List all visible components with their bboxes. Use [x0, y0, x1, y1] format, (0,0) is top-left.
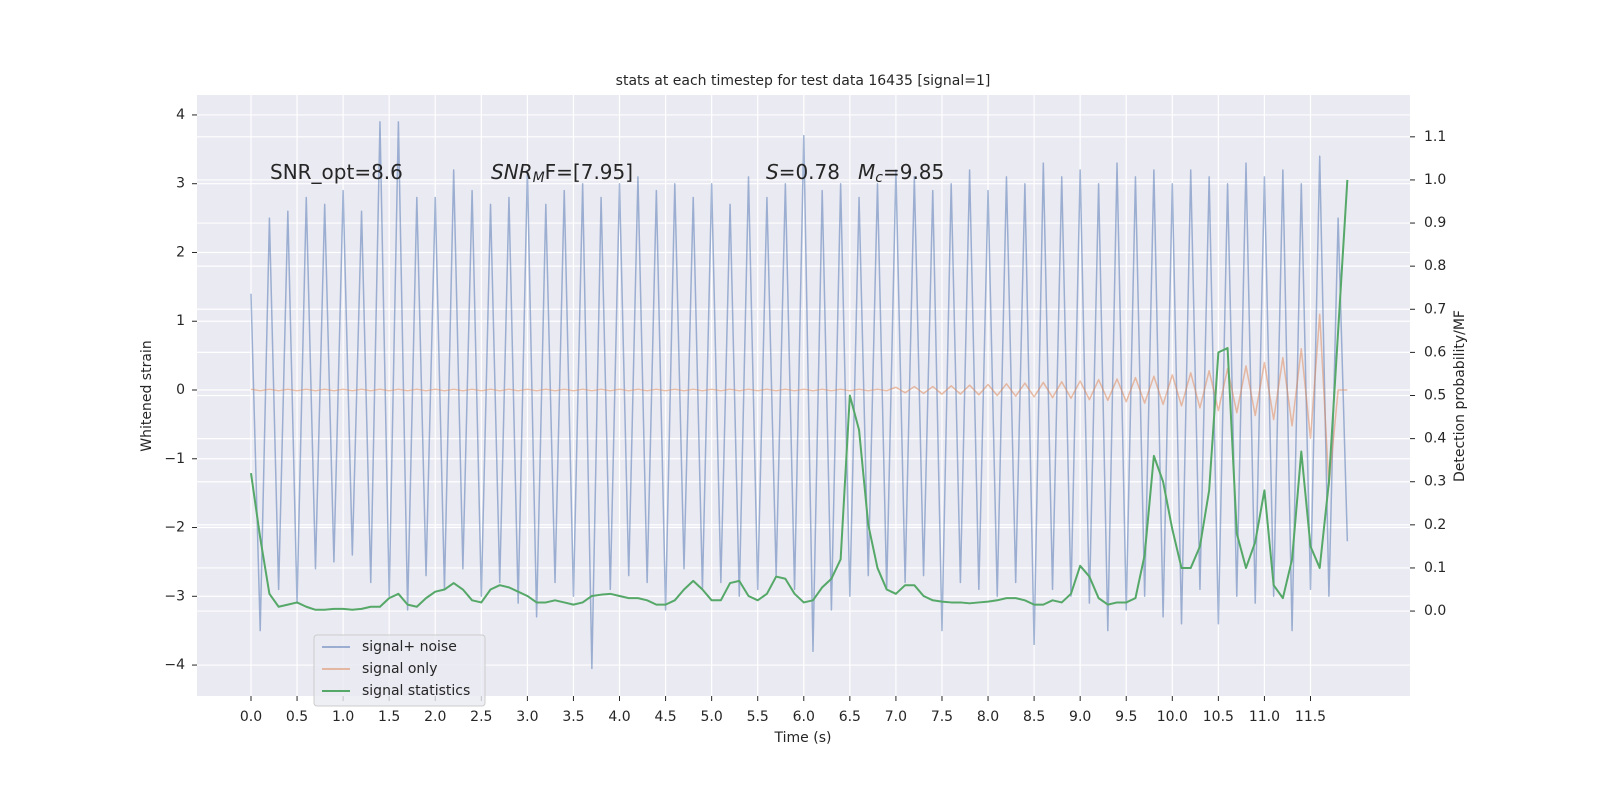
y2-tick-label: 0.8 [1424, 258, 1446, 274]
y-tick-label: −4 [164, 657, 185, 673]
y-tick-label: 2 [176, 244, 185, 260]
chart-title: stats at each timestep for test data 164… [616, 73, 991, 89]
y2-tick-label: 0.6 [1424, 344, 1446, 360]
y2-tick-label: 0.4 [1424, 431, 1446, 447]
series-line [250, 313, 1348, 488]
x-tick-label: 2.0 [424, 709, 446, 725]
legend-label: signal+ noise [362, 639, 457, 655]
annotation-italic: S [766, 160, 779, 184]
x-tick-label: 3.0 [516, 709, 538, 725]
y-tick-label: 3 [176, 176, 185, 192]
annotation-text: =9.85 [883, 160, 944, 184]
x-tick-label: 0.5 [286, 709, 308, 725]
y2-tick-label: 0.0 [1424, 603, 1446, 619]
x-tick-label: 1.0 [332, 709, 354, 725]
y2-tick-label: 1.0 [1424, 172, 1446, 188]
x-tick-label: 8.0 [977, 709, 999, 725]
annotation: SNRMF=[7.95] [491, 160, 633, 187]
y2-axis-label: Detection probability/MF [1452, 310, 1468, 482]
y-tick-label: −1 [164, 451, 185, 467]
series-line [250, 121, 1349, 670]
legend-label: signal only [362, 661, 437, 677]
series-layer [249, 121, 1349, 670]
x-tick-label: 5.0 [701, 709, 723, 725]
annotation: S=0.78 [766, 160, 840, 184]
x-tick-label: 9.0 [1069, 709, 1091, 725]
x-tick-label: 6.5 [839, 709, 861, 725]
annotation: Mc=9.85 [858, 160, 944, 187]
annotation-italic: SNR [491, 160, 533, 184]
x-tick-label: 3.5 [562, 709, 584, 725]
x-tick-label: 5.5 [747, 709, 769, 725]
legend-label: signal statistics [362, 683, 470, 699]
legend-box [313, 634, 486, 707]
annotation-text: =0.78 [779, 160, 840, 184]
y-tick-label: 0 [176, 382, 185, 398]
x-tick-label: 7.0 [885, 709, 907, 725]
annotation-text: F=[7.95] [545, 160, 633, 184]
y2-tick-label: 0.7 [1424, 301, 1446, 317]
annotation-italic: M [858, 160, 875, 184]
y2-tick-label: 0.2 [1424, 517, 1446, 533]
x-tick-label: 4.5 [654, 709, 676, 725]
x-axis-label: Time (s) [774, 730, 832, 746]
annotation: SNR_opt=8.6 [270, 160, 403, 184]
series-line [249, 179, 1349, 611]
annotation-subscript: M [533, 170, 545, 186]
x-tick-label: 8.5 [1023, 709, 1045, 725]
x-tick-label: 11.0 [1249, 709, 1280, 725]
y-tick-label: 1 [176, 313, 185, 329]
y2-tick-label: 0.5 [1424, 388, 1446, 404]
y2-tick-label: 0.1 [1424, 560, 1446, 576]
x-tick-label: 4.0 [608, 709, 630, 725]
x-tick-label: 2.5 [470, 709, 492, 725]
x-tick-label: 10.5 [1203, 709, 1234, 725]
legend: signal+ noise signal only signal statistic… [313, 634, 486, 707]
y2-tick-label: 0.3 [1424, 474, 1446, 490]
x-tick-label: 0.0 [240, 709, 262, 725]
x-tick-label: 6.0 [793, 709, 815, 725]
y-tick-label: −3 [164, 588, 185, 604]
x-tick-label: 10.0 [1157, 709, 1188, 725]
annotation-subscript: c [875, 170, 883, 186]
annotation-text: SNR_opt=8.6 [270, 160, 403, 184]
y-axis-label: Whitened strain [139, 340, 155, 451]
x-tick-label: 11.5 [1295, 709, 1326, 725]
x-tick-label: 7.5 [931, 709, 953, 725]
y-tick-label: 4 [176, 107, 185, 123]
y2-tick-label: 1.1 [1424, 129, 1446, 145]
y2-tick-label: 0.9 [1424, 215, 1446, 231]
x-tick-label: 1.5 [378, 709, 400, 725]
x-tick-label: 9.5 [1115, 709, 1137, 725]
y-tick-label: −2 [164, 520, 185, 536]
